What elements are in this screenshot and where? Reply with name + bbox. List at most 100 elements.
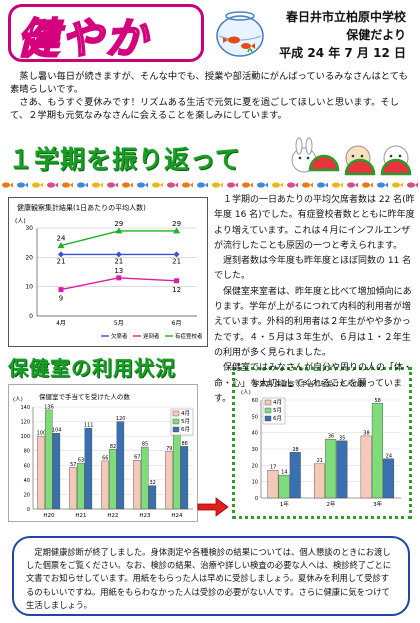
fish-icon (392, 182, 403, 188)
y-tick-label: 0 (27, 507, 30, 513)
data-label: 136 (44, 404, 54, 410)
y-tick-label: 120 (20, 420, 30, 426)
y-tick-label: 30 (25, 225, 33, 232)
fish-icon (362, 182, 373, 188)
data-label: 21 (172, 257, 181, 265)
data-label: 85 (142, 442, 148, 448)
bar (278, 474, 290, 499)
y-tick-label: 80 (24, 449, 30, 455)
bar (172, 431, 181, 510)
legend-swatch (172, 426, 180, 433)
fish-icon (62, 182, 73, 188)
bar (267, 470, 279, 499)
fish-icon (17, 182, 28, 188)
data-label: 13 (114, 267, 123, 275)
data-label: 32 (149, 480, 155, 486)
chart-grade-treatments: 学年別 保健室で手当てを受けた人の数(人) 0 10 20 30 40 50 60 1年 17 14… (241, 379, 401, 508)
fish-icon (47, 182, 58, 188)
data-label: 29 (172, 220, 181, 228)
data-label: 58 (374, 398, 380, 404)
data-label: 21 (57, 257, 66, 265)
chart-grade-frame: 学年別 保健室で手当てを受けた人の数 (人) 0 10 20 30 40 50 60 1年 17 14… (232, 367, 412, 519)
y-axis-label: (人) (15, 218, 26, 225)
bar (336, 440, 348, 499)
x-tick-label: 4月 (56, 320, 66, 327)
y-tick-label: 10 (252, 480, 258, 486)
legend-label: 欠席者 (111, 332, 128, 340)
legend-label: 5月 (273, 407, 282, 414)
data-label: 14 (281, 470, 287, 476)
fish-icon (242, 182, 253, 188)
fish-icon (107, 182, 118, 188)
y-tick-label: 30 (252, 447, 258, 453)
data-label: 79 (166, 446, 172, 452)
legend-swatch (264, 399, 272, 406)
fish-icon (227, 182, 238, 188)
legend-label: 6月 (181, 426, 190, 433)
bar (37, 435, 45, 510)
x-tick-label: H23 (139, 513, 151, 519)
fish-icon (287, 182, 298, 188)
notice-text: 定期健康診断が終了しました。身体測定や各種検診の結果については、個人懇談のときに… (26, 547, 392, 610)
y-tick-label: 0 (29, 313, 33, 320)
x-tick-label: 2年 (327, 500, 336, 508)
legend-swatch (172, 418, 180, 425)
bar (140, 446, 149, 510)
y-tick-label: 20 (25, 254, 33, 261)
bar (165, 451, 173, 510)
legend-label: 4月 (181, 410, 190, 417)
y-tick-label: 10 (25, 284, 33, 291)
data-point (57, 242, 65, 249)
data-point (116, 275, 122, 281)
data-label: 12 (172, 286, 181, 294)
school-name: 春日井市立柏原中学校 (285, 10, 406, 24)
data-label: 21 (114, 257, 123, 265)
legend-swatch (172, 410, 180, 417)
y-tick-label: 60 (24, 463, 30, 469)
chart-yearly-treatments: 保健室で手当てを受けた人の数 (人) 0 20 40 60 80 100 120 140 H20 10… (8, 384, 198, 522)
fish-icon (182, 182, 193, 188)
bar (76, 462, 85, 510)
bar (52, 433, 61, 510)
legend-swatch (264, 415, 272, 422)
intro-paragraph-2: さあ、もうすぐ夏休みです！リズムある生活で元気に夏を過ごしてほしいと思います。そ… (10, 97, 399, 121)
bar (180, 446, 189, 510)
data-label: 29 (114, 220, 123, 228)
article-paragraph-1: １学期の一日あたりの平均欠席者数は 22 名(昨年度 16 名)でした。有症登校… (214, 195, 415, 251)
data-point (115, 251, 122, 258)
data-label: 86 (181, 441, 187, 447)
chart-title: 健康観察集計結果(1日あたりの平均人数) (17, 203, 146, 212)
bar (371, 403, 383, 499)
fish-icon (32, 182, 43, 188)
legend-label: 有症登校者 (175, 332, 203, 340)
logo-text: 健やか (16, 13, 150, 64)
y-axis-label: (人) (13, 396, 23, 403)
fish-border-decoration (2, 182, 418, 188)
legend-swatch (264, 407, 272, 414)
data-label: 9 (59, 295, 63, 303)
article-paragraph-4: 保健室ではみなさんが自分や周りの人の「体・命・心」を大切にしてくれることを願って… (214, 363, 413, 404)
chart-title: 保健室で手当てを受けた人の数 (39, 392, 130, 401)
y-axis-label: (人) (241, 389, 251, 396)
article-paragraph-3: 保健室来室者は、昨年度と比べて増加傾向にあります。学年が上がるにつれて内科的利用… (214, 286, 412, 358)
x-tick-label: 1年 (280, 500, 289, 508)
fish-icon (332, 182, 343, 188)
legend-label: 4月 (273, 399, 282, 406)
bar (148, 485, 157, 510)
fish-icon (167, 182, 178, 188)
legend-label: 6月 (273, 415, 282, 422)
data-label: 111 (84, 423, 94, 429)
bar (313, 463, 325, 499)
bar (69, 467, 77, 510)
data-label: 120 (116, 416, 126, 422)
data-label: 28 (292, 447, 298, 453)
data-label: 57 (70, 462, 76, 468)
data-point (173, 251, 180, 258)
bar (101, 460, 109, 510)
y-tick-label: 0 (255, 496, 258, 502)
watermelon-animals-illustration (291, 137, 412, 176)
y-tick-label: 50 (252, 414, 258, 420)
data-point (58, 287, 64, 293)
data-label: 100 (37, 431, 47, 437)
intro-text: 蒸し暑い毎日が続きますが、そんな中でも、授業や部活動にがんばっているみなさんはと… (10, 70, 410, 122)
